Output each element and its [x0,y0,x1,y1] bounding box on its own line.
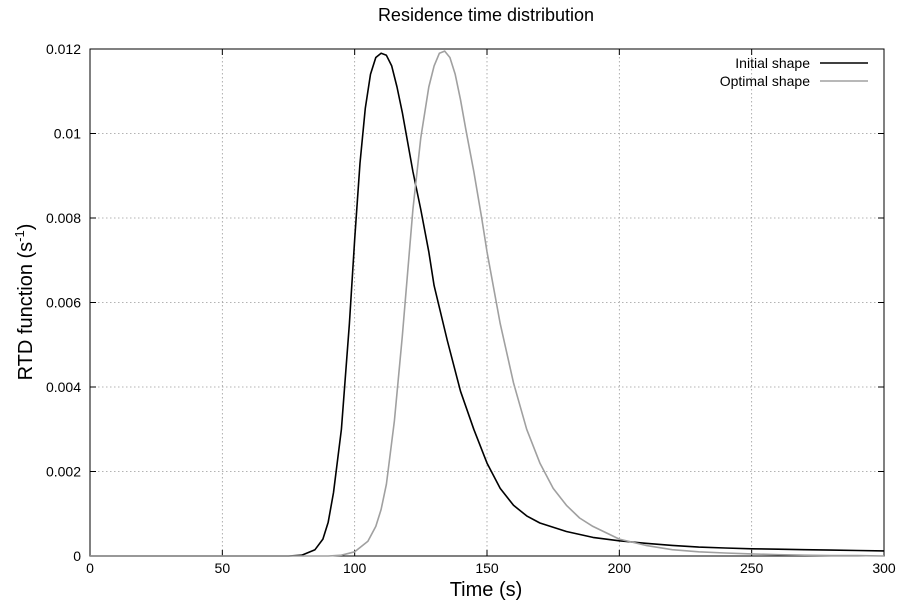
gridlines [90,49,884,556]
x-tick-label: 250 [740,560,764,576]
y-axis-title-sup: -1 [12,230,27,242]
x-tick-labels: 0 50 100 150 200 250 300 [86,560,896,576]
series-lines [90,50,885,557]
y-tick-label: 0.008 [46,210,81,226]
legend-label: Optimal shape [720,73,810,89]
x-tick-label: 200 [608,560,632,576]
y-tick-label: 0.002 [46,464,81,480]
x-tick-label: 0 [86,560,94,576]
x-tick-label: 50 [215,560,231,576]
series-line-1 [90,52,885,557]
y-tick-label: 0.012 [46,41,81,57]
y-tick-label: 0.006 [46,295,81,311]
y-tick-label: 0.004 [46,379,81,395]
x-tick-label: 100 [343,560,367,576]
x-tick-label: 300 [872,560,896,576]
legend: Initial shape Optimal shape [720,55,868,89]
y-tick-label: 0 [73,548,81,564]
y-tick-label: 0.01 [54,126,81,142]
y-axis-title-main: RTD function (s [15,242,37,381]
series-line-2 [90,50,885,557]
legend-label: Initial shape [735,55,810,71]
x-axis-title: Time (s) [450,579,523,601]
y-axis-title: RTD function (s-1) [12,224,37,381]
y-axis-title-end: ) [15,224,37,231]
chart-title: Residence time distribution [378,5,594,25]
x-tick-label: 150 [475,560,499,576]
y-tick-labels: 0 0.002 0.004 0.006 0.008 0.01 0.012 [46,41,81,564]
